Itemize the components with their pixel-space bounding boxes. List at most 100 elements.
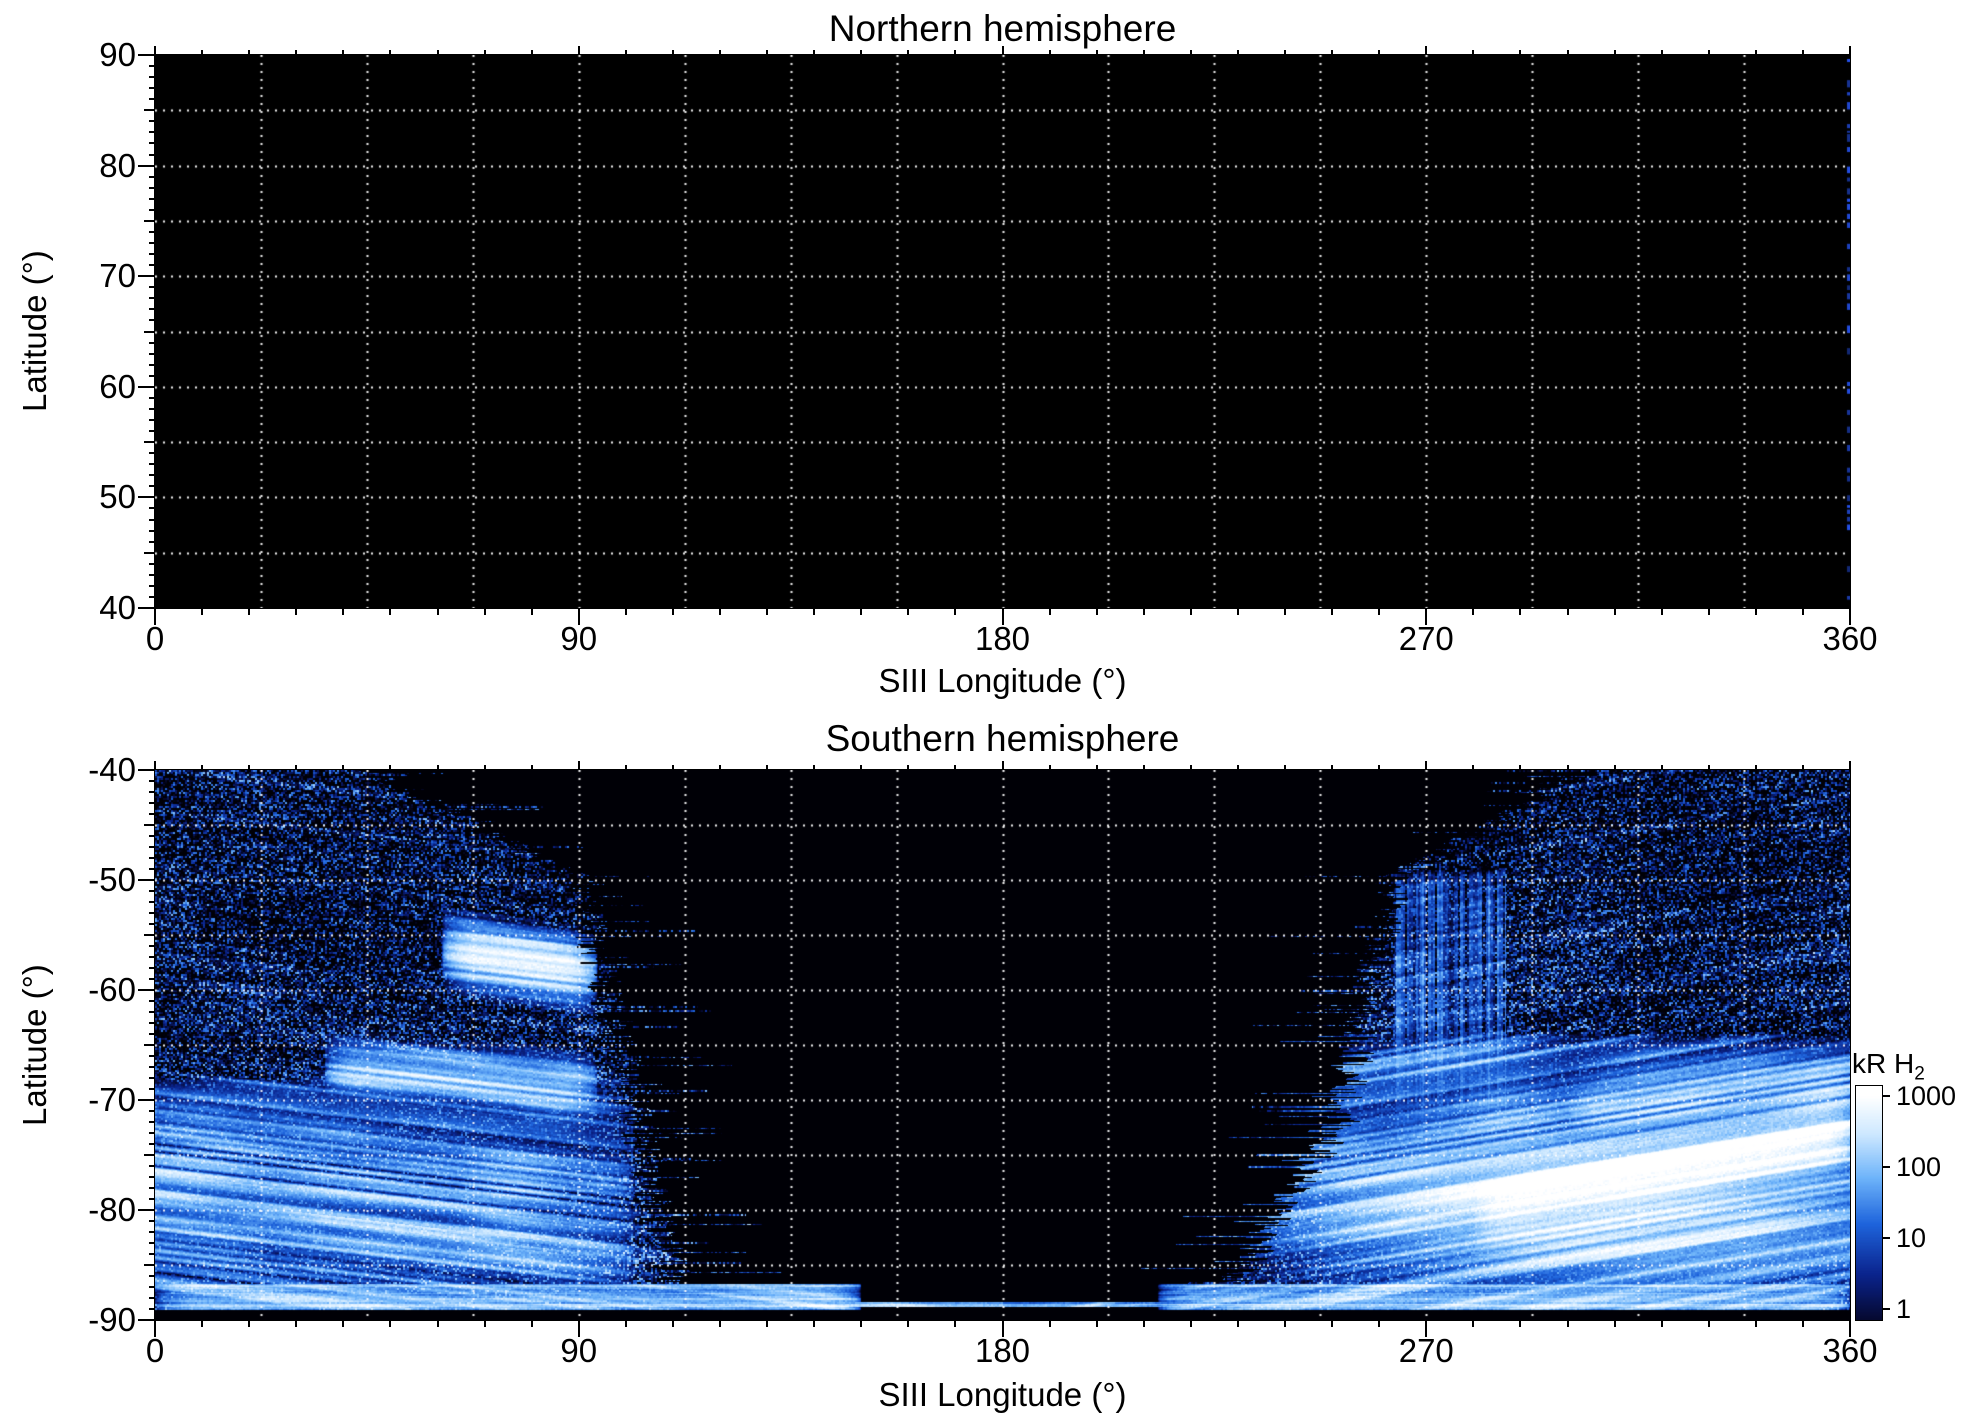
y-tick (149, 978, 154, 980)
x-tick (1236, 609, 1239, 615)
x-tick-top (1707, 765, 1710, 769)
x-tick-top (1236, 765, 1239, 769)
y-tick (149, 1110, 154, 1112)
y-tick (138, 1319, 154, 1321)
y-tick (149, 1253, 154, 1255)
y-tick (149, 1297, 154, 1299)
x-tick-top (1519, 50, 1522, 54)
y-tick (149, 923, 154, 925)
y-tick (149, 452, 154, 455)
y-tick (138, 1099, 154, 1101)
x-tick (1142, 609, 1145, 615)
x-tick-top (530, 765, 533, 769)
x-tick (389, 609, 392, 615)
colorbar-label: kR H2 (1852, 1048, 1925, 1085)
y-tick (149, 253, 154, 256)
y-tick (149, 319, 154, 322)
x-tick (813, 609, 816, 615)
x-tick-top (954, 765, 957, 769)
y-tick (149, 945, 154, 947)
y-tick (149, 1176, 154, 1178)
x-tick-top (1613, 50, 1616, 54)
x-tick-top (1189, 765, 1192, 769)
south-panel (154, 769, 1851, 1321)
y-tick (149, 87, 154, 90)
y-tick (149, 352, 154, 355)
x-tick (1849, 1321, 1851, 1337)
x-tick (1472, 1321, 1475, 1327)
x-tick-top (1660, 765, 1663, 769)
x-tick-top (1472, 50, 1475, 54)
x-tick-top (766, 765, 769, 769)
x-tick-top (248, 765, 251, 769)
y-tick-label: -80 (88, 1191, 136, 1228)
x-tick-top (1754, 50, 1757, 54)
y-tick-label: 40 (99, 589, 136, 626)
x-tick (1284, 1321, 1286, 1327)
y-tick (149, 813, 154, 815)
x-tick (1754, 609, 1757, 615)
y-tick (149, 1275, 154, 1277)
x-tick-top (813, 765, 816, 769)
x-tick-top (1613, 765, 1616, 769)
x-tick-top (1425, 46, 1428, 54)
y-tick (149, 120, 154, 123)
x-tick (1048, 609, 1051, 615)
y-tick-label: 90 (99, 36, 136, 73)
y-tick (138, 275, 154, 278)
y-tick (149, 175, 154, 178)
y-tick (149, 264, 154, 267)
x-tick (1849, 609, 1851, 625)
x-tick (1425, 1321, 1428, 1337)
y-tick (144, 1154, 154, 1156)
x-tick (1519, 609, 1522, 615)
y-tick-label: -90 (88, 1301, 136, 1338)
x-tick (1613, 1321, 1616, 1327)
y-tick (144, 109, 154, 112)
y-tick (138, 607, 154, 609)
y-tick (149, 868, 154, 870)
x-tick-top (1001, 761, 1004, 769)
x-tick-top (860, 50, 863, 54)
x-tick (1519, 1321, 1522, 1327)
x-tick-top (1284, 765, 1286, 769)
y-tick (144, 934, 154, 936)
y-tick (149, 1121, 154, 1123)
y-tick (144, 551, 154, 554)
y-tick (144, 824, 154, 826)
x-tick-label: 90 (560, 620, 598, 657)
x-tick-top (719, 50, 721, 54)
y-tick (149, 562, 154, 565)
y-tick (149, 208, 154, 211)
x-tick (1566, 609, 1569, 615)
colorbar-tick (1883, 1237, 1890, 1240)
x-tick (907, 609, 910, 615)
y-tick (149, 1143, 154, 1145)
x-tick-top (954, 50, 957, 54)
x-tick (295, 609, 298, 615)
y-tick (149, 186, 154, 189)
y-tick (149, 1088, 154, 1090)
x-tick (954, 609, 957, 615)
x-tick-label: 180 (974, 620, 1031, 657)
y-tick-label: 80 (99, 146, 136, 184)
x-tick-label: 360 (1822, 620, 1878, 657)
y-tick (149, 153, 154, 156)
y-tick (149, 835, 154, 837)
y-tick (149, 131, 154, 134)
y-tick (149, 584, 154, 587)
x-tick (860, 1321, 863, 1327)
x-tick (1001, 609, 1004, 625)
y-tick (149, 463, 154, 466)
x-tick (201, 1321, 204, 1327)
x-tick-top (1849, 46, 1851, 54)
y-tick (149, 1011, 154, 1013)
x-tick-top (813, 50, 816, 54)
y-tick (149, 363, 154, 366)
y-tick (138, 496, 154, 499)
y-tick (149, 308, 154, 311)
x-tick-top (577, 761, 580, 769)
x-tick-top (766, 50, 769, 54)
y-tick (144, 1044, 154, 1046)
